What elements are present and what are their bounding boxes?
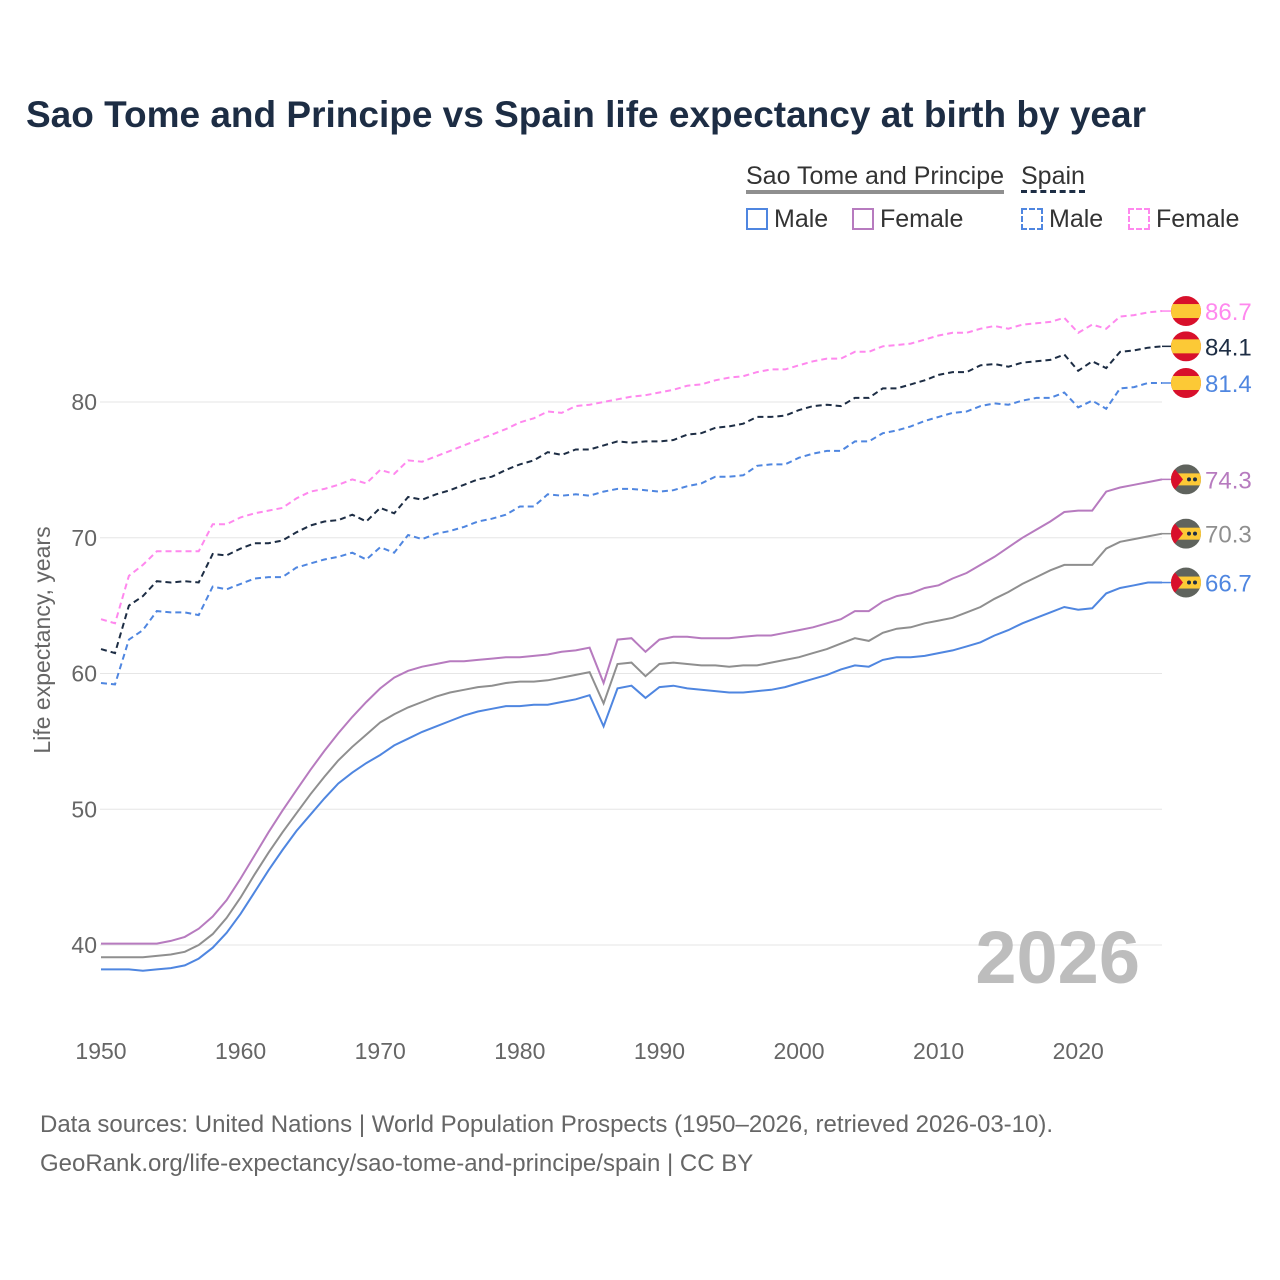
sao-tome-flag-icon [1171,567,1201,598]
y-tick-label: 70 [71,525,97,551]
footer: Data sources: United Nations | World Pop… [40,1105,1053,1183]
footer-url: GeoRank.org/life-expectancy/sao-tome-and… [40,1150,754,1177]
legend-item-stp-male: Male [746,205,828,234]
x-tick-label: 1980 [494,1038,545,1064]
end-value-label: 66.7 [1205,571,1252,598]
end-value-label: 74.3 [1205,467,1252,494]
end-value-label: 84.1 [1205,334,1252,361]
legend-label: Female [1156,205,1240,233]
sao-tome-flag-icon [1171,464,1201,495]
year-watermark: 2026 [975,916,1140,999]
legend-swatch [1021,208,1043,230]
y-tick-label: 40 [71,932,97,958]
x-tick-label: 1950 [75,1038,126,1064]
series-line-spain [100,345,1163,655]
series-line-sao-tome-and-principe [101,532,1163,959]
spain-flag-icon [1171,296,1201,327]
y-tick-label: 50 [71,796,97,822]
y-tick-label: 60 [71,661,97,687]
spain-flag-icon [1171,331,1201,362]
x-tick-label: 2020 [1053,1038,1104,1064]
x-tick-label: 1970 [355,1038,406,1064]
x-tick-label: 1990 [634,1038,685,1064]
y-axis-label: Life expectancy, years [29,526,55,753]
legend-label: Male [1049,205,1104,233]
legend-swatch [746,208,768,230]
chart-title: Sao Tome and Principe vs Spain life expe… [26,94,1146,135]
legend-item-spain-female: Female [1128,205,1239,234]
legend-item-spain-male: Male [1021,205,1103,234]
legend-group-spain: Spain [1021,162,1085,193]
sao-tome-flag-icon [1171,518,1201,549]
legend-group-sao-tome: Sao Tome and Principe [746,162,1005,194]
end-value-label: 81.4 [1205,371,1252,398]
legend-swatch [1128,208,1150,230]
series-line-spain-male [100,382,1162,686]
spain-flag-icon [1171,367,1201,398]
y-tick-label: 80 [71,389,97,415]
x-tick-label: 2010 [913,1038,964,1064]
series-line-sao-tome-and-principe-male [101,581,1162,972]
legend-swatch [852,208,874,230]
footer-source: Data sources: United Nations | World Pop… [40,1111,1054,1138]
x-tick-label: 1960 [215,1038,266,1064]
end-value-label: 70.3 [1205,522,1252,549]
legend-label: Female [880,205,964,233]
legend-item-stp-female: Female [852,205,963,234]
end-value-label: 86.7 [1205,299,1252,326]
x-tick-label: 2000 [773,1038,824,1064]
legend-label: Male [774,205,829,233]
series-line-spain-female [100,310,1163,625]
series-line-sao-tome-and-principe-female [101,478,1163,945]
